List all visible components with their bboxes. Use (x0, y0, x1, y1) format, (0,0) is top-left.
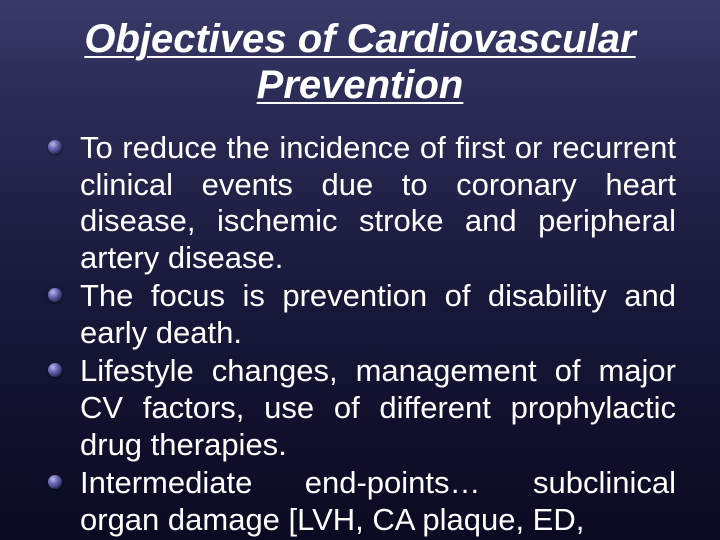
bullet-sphere-icon (48, 140, 62, 154)
bullet-item: To reduce the incidence of first or recu… (44, 130, 676, 276)
slide: Objectives of Cardiovascular Prevention … (0, 0, 720, 540)
bullet-list: To reduce the incidence of first or recu… (44, 130, 676, 538)
slide-title: Objectives of Cardiovascular Prevention (44, 16, 676, 108)
bullet-text: Lifestyle changes, management of major C… (80, 353, 676, 461)
bullet-sphere-icon (48, 288, 62, 302)
bullet-text: Intermediate end-points… subclinical org… (80, 465, 676, 537)
bullet-text: The focus is prevention of disability an… (80, 278, 676, 350)
bullet-item: The focus is prevention of disability an… (44, 278, 676, 351)
bullet-item: Intermediate end-points… subclinical org… (44, 465, 676, 538)
bullet-sphere-icon (48, 363, 62, 377)
bullet-sphere-icon (48, 475, 62, 489)
bullet-text: To reduce the incidence of first or recu… (80, 130, 676, 275)
bullet-item: Lifestyle changes, management of major C… (44, 353, 676, 463)
